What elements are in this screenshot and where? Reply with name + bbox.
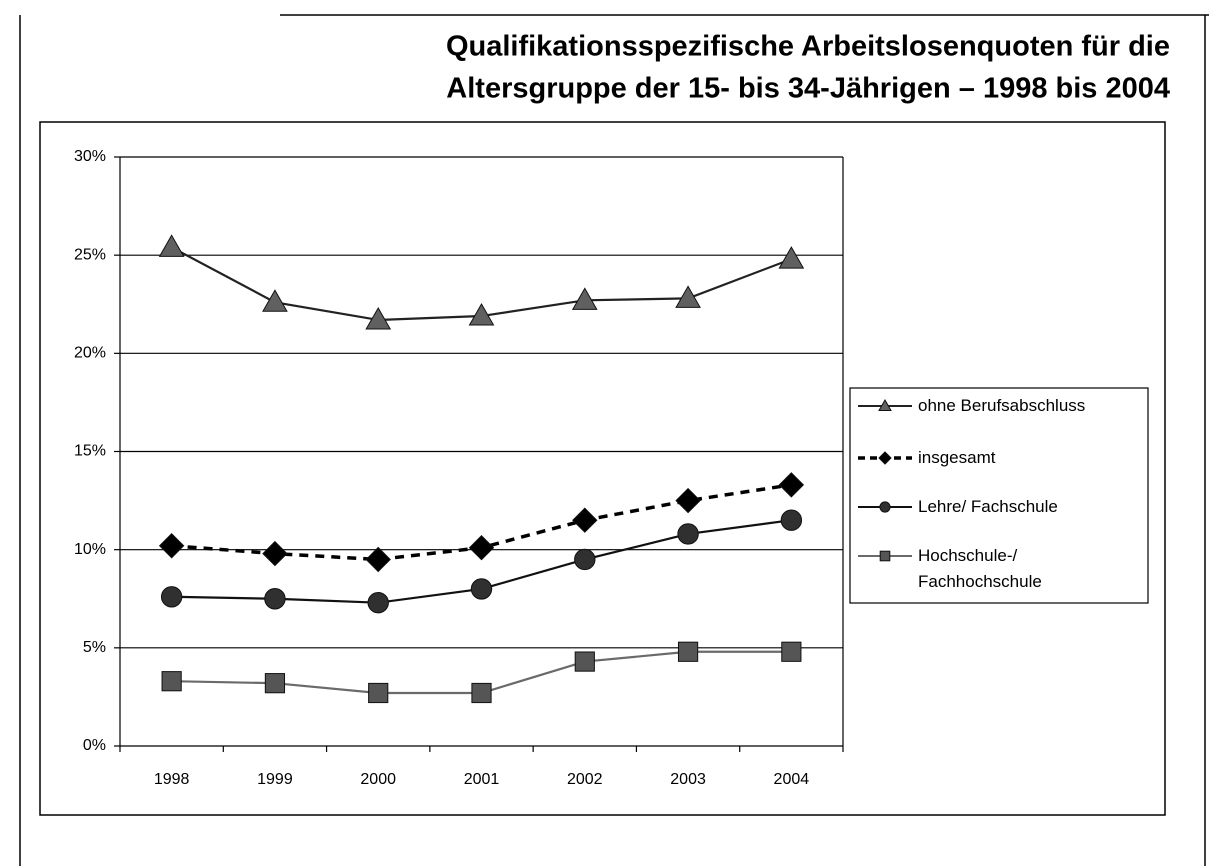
marker xyxy=(367,591,389,614)
marker xyxy=(879,501,891,513)
marker xyxy=(778,246,805,269)
marker xyxy=(778,472,805,498)
x-tick-label: 2002 xyxy=(567,771,603,788)
chart-title: Qualifikationsspezifische Arbeitslosenqu… xyxy=(446,31,1170,63)
marker xyxy=(780,509,803,531)
x-tick-label: 2001 xyxy=(464,771,500,788)
marker xyxy=(675,487,701,514)
x-tick-label: 1998 xyxy=(154,771,190,788)
x-tick-label: 2003 xyxy=(670,771,706,788)
marker xyxy=(470,578,493,600)
marker xyxy=(365,306,392,330)
marker xyxy=(781,641,802,662)
x-tick-label: 2000 xyxy=(360,771,396,788)
y-tick-label: 10% xyxy=(74,541,106,558)
legend-label: Hochschule-/ Fachhochschule xyxy=(918,546,1042,591)
legend-label: ohne Berufsabschluss xyxy=(918,396,1086,415)
marker xyxy=(677,523,699,545)
marker xyxy=(574,548,596,571)
marker xyxy=(264,588,286,610)
chart-subtitle: Altersgruppe der 15- bis 34-Jährigen – 1… xyxy=(446,73,1170,105)
marker xyxy=(158,234,185,257)
marker xyxy=(262,289,288,312)
marker xyxy=(677,641,699,662)
legend-label: insgesamt xyxy=(918,448,996,467)
marker xyxy=(675,285,701,308)
marker xyxy=(471,682,492,704)
marker xyxy=(574,651,595,672)
y-tick-label: 5% xyxy=(83,639,106,656)
y-tick-label: 15% xyxy=(74,443,106,460)
legend-label: Lehre/ Fachschule xyxy=(918,497,1058,516)
marker xyxy=(468,303,495,326)
marker xyxy=(368,682,389,704)
marker xyxy=(158,533,185,559)
marker xyxy=(572,507,598,533)
y-tick-label: 30% xyxy=(74,148,106,165)
y-tick-label: 20% xyxy=(74,345,106,362)
marker xyxy=(365,546,391,573)
legend-box xyxy=(849,387,1149,604)
chart-box xyxy=(39,121,1166,816)
marker xyxy=(262,540,288,567)
marker xyxy=(264,673,286,694)
marker xyxy=(160,586,183,608)
marker xyxy=(468,534,495,561)
x-tick-label: 2004 xyxy=(774,771,810,788)
marker xyxy=(879,550,891,562)
marker xyxy=(161,671,182,692)
y-tick-label: 25% xyxy=(74,246,106,263)
marker xyxy=(878,398,892,411)
y-tick-label: 0% xyxy=(83,737,106,754)
marker xyxy=(878,451,892,465)
marker xyxy=(571,287,598,310)
x-tick-label: 1999 xyxy=(257,771,293,788)
